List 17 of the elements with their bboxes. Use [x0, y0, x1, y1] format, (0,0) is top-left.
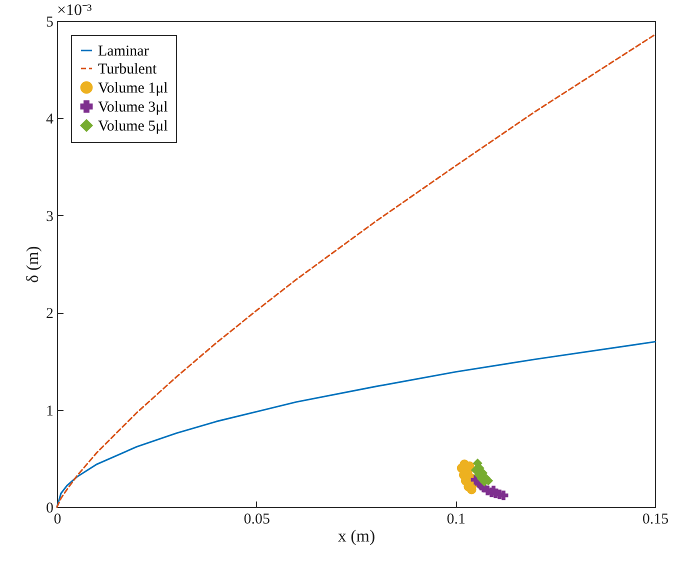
- legend-label: Turbulent: [98, 62, 158, 78]
- x-tick-label: 0.05: [244, 512, 270, 528]
- text: ×10⁻³: [57, 2, 92, 19]
- legend-label: Laminar: [98, 44, 149, 60]
- y-tick-label: 2: [46, 306, 54, 322]
- legend-label: Volume 3μl: [98, 100, 168, 116]
- y-tick-label: 0: [46, 500, 54, 516]
- y-tick-label: 3: [46, 208, 54, 225]
- y-tick-label: 5: [46, 14, 54, 30]
- legend-label: Volume 1μl: [98, 80, 168, 96]
- y-axis-title: δ (m): [23, 246, 42, 283]
- y-tick-label: 4: [46, 112, 54, 128]
- x-tick-label: 0.15: [642, 512, 669, 528]
- x-axis-title: x (m): [338, 526, 376, 546]
- x-tick-label: 0.1: [446, 512, 466, 528]
- legend-label: Volume 5μl: [98, 118, 168, 134]
- y-tick-label: 1: [46, 403, 54, 420]
